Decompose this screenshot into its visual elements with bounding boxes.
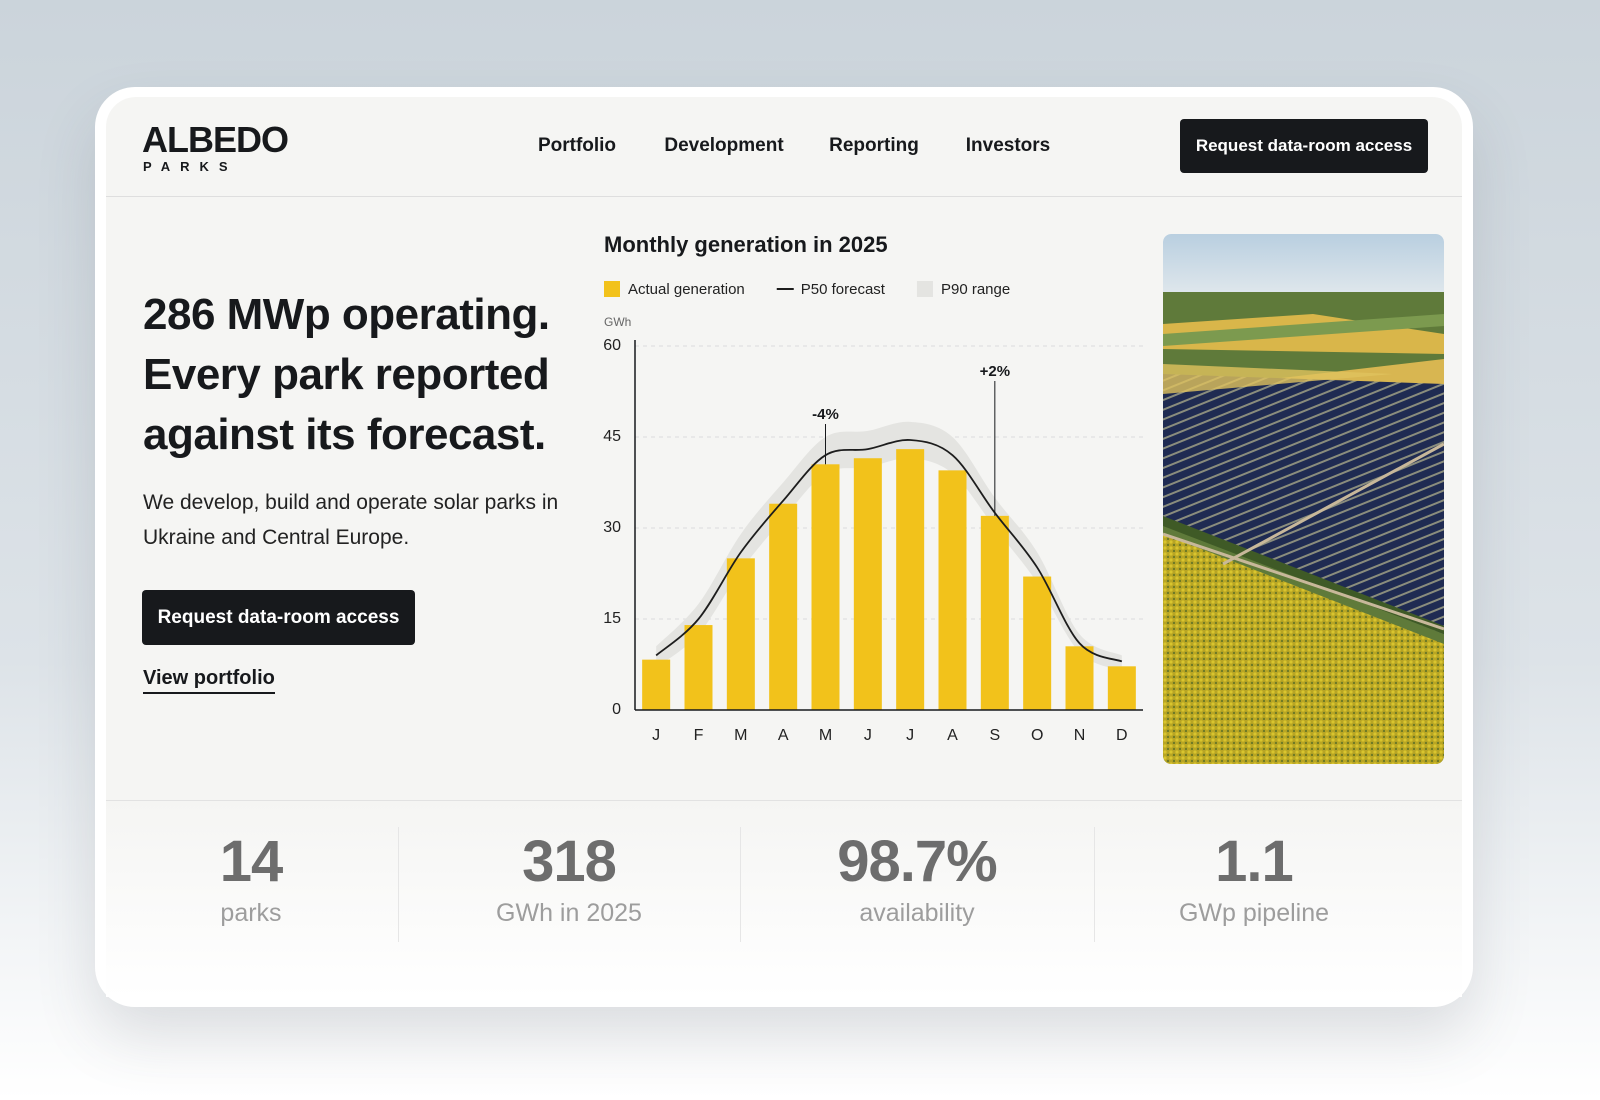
bar [896, 449, 925, 710]
legend-swatch [916, 281, 933, 297]
stats: 14 parks 318 GWh in 2025 98.7% availability… [106, 800, 1462, 997]
legend-label: P90 range [941, 281, 1010, 298]
y-tick-label: 60 [603, 337, 621, 354]
legend-label: Actual generation [628, 281, 745, 298]
y-tick-label: 30 [603, 519, 621, 536]
bar [980, 515, 1009, 710]
bar [1023, 576, 1052, 710]
stat-label: parks [220, 899, 282, 927]
x-tick-label: J [906, 727, 914, 744]
bar [769, 503, 798, 710]
separator [398, 827, 399, 942]
nav-link[interactable]: Development [664, 135, 784, 156]
chart: Monthly generation in 2025 GWh Actual gene… [603, 232, 1143, 744]
headline-line: Every park reported [143, 350, 550, 399]
x-tick-label: J [652, 727, 660, 744]
x-tick-label: M [819, 727, 832, 744]
nav-link[interactable]: Reporting [829, 135, 919, 156]
bar [642, 659, 671, 710]
y-tick-label: 15 [603, 610, 621, 627]
headline-line: 286 MWp operating. [143, 290, 550, 339]
x-tick-label: A [947, 727, 958, 744]
nav-link[interactable]: Investors [965, 135, 1051, 156]
stat-value: 318 [522, 829, 617, 894]
stat-label: GWh in 2025 [496, 899, 642, 927]
x-tick-label: F [694, 727, 704, 744]
headline: 286 MWp operating. Every park reported a… [143, 285, 550, 465]
stat-value: 14 [219, 829, 284, 894]
x-tick-label: A [778, 727, 789, 744]
logo[interactable]: ALBEDO [142, 119, 289, 160]
stat: 1.1 GWp pipeline [1104, 828, 1404, 928]
legend-swatch [604, 281, 620, 297]
stat: 98.7% availability [767, 828, 1067, 928]
stat-value: 1.1 [1215, 829, 1294, 894]
x-tick-label: M [734, 727, 747, 744]
y-tick-label: 45 [603, 428, 621, 445]
bar [853, 458, 882, 710]
subtitle: We develop, build and operate solar park… [143, 485, 558, 555]
stat: 318 GWh in 2025 [419, 828, 719, 928]
p90-range [656, 421, 1122, 671]
bar [1065, 646, 1094, 710]
bar [938, 470, 967, 710]
x-tick-label: O [1031, 727, 1043, 744]
y-axis-label: GWh [604, 315, 631, 329]
logo-sub: PARKS [143, 159, 238, 174]
primary-button[interactable]: Request data-room access [142, 590, 415, 645]
subtitle-line: Ukraine and Central Europe. [143, 526, 410, 549]
y-tick-label: 0 [612, 701, 621, 718]
chart-title: Monthly generation in 2025 [604, 232, 888, 257]
bar [811, 464, 840, 710]
x-tick-label: J [864, 727, 872, 744]
bar [684, 625, 713, 710]
annotation-label: +2% [980, 363, 1010, 380]
stat: 14 parks [106, 828, 401, 928]
stat-value: 98.7% [837, 829, 997, 894]
stat-label: availability [859, 899, 975, 927]
annotation-label: -4% [812, 406, 839, 423]
x-tick-label: S [989, 727, 1000, 744]
legend-label: P50 forecast [801, 281, 886, 298]
card: ALBEDO PARKS Portfolio Development Repor… [95, 87, 1473, 1007]
p50-line [655, 439, 1123, 663]
panel: ALBEDO PARKS Portfolio Development Repor… [106, 97, 1462, 997]
nav-link[interactable]: Portfolio [537, 135, 617, 156]
x-tick-label: D [1116, 727, 1128, 744]
subtitle-line: We develop, build and operate solar park… [143, 491, 559, 514]
separator [740, 827, 741, 942]
photo-scene [1163, 234, 1444, 764]
x-tick-label: N [1074, 727, 1086, 744]
header: ALBEDO PARKS Portfolio Development Repor… [106, 97, 1462, 197]
bar [1107, 666, 1136, 710]
headline-line: against its forecast. [143, 410, 546, 459]
photo [1163, 234, 1444, 764]
bar [726, 558, 755, 710]
cta-button[interactable]: Request data-room access [1180, 119, 1428, 173]
separator [1094, 827, 1095, 942]
secondary-link[interactable]: View portfolio [143, 667, 275, 694]
stat-label: GWp pipeline [1178, 899, 1330, 927]
